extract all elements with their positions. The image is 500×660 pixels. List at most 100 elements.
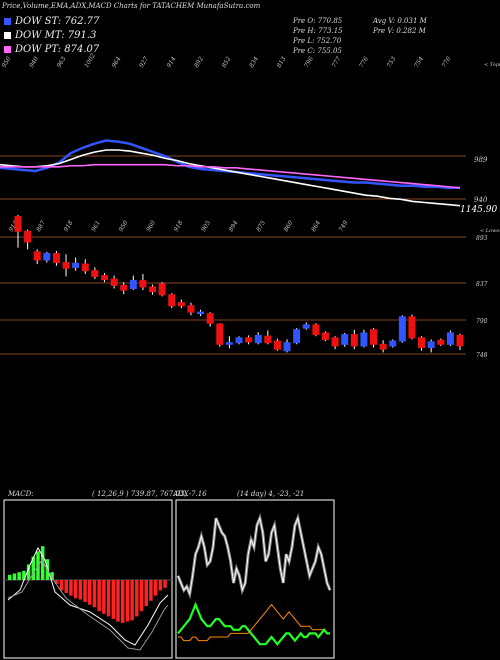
ema-corner-label: < Topic [484,62,500,68]
candle-body [418,337,426,349]
candle-top-label: 918 [63,219,75,233]
macd-bar [130,580,134,621]
macd-bar [102,580,106,614]
candle-body [370,329,378,345]
candle-top-label: 960 [145,219,157,233]
candle-body [312,324,320,336]
candle-body [408,316,416,339]
adx-frame [175,499,335,659]
macd-label: MACD: [8,490,34,498]
di-plus-line [177,601,330,646]
macd-bar [83,580,87,603]
ema-top-label: 940 [28,55,40,69]
ema-top-label: 770 [441,55,453,69]
macd-bar [88,580,92,605]
candle-body [427,341,435,349]
ema-top-label: 776 [358,55,370,69]
dow-st-label: DOW ST: 762.77 [15,16,100,27]
candle-top-label: 950 [118,219,130,233]
macd-bar [149,580,153,601]
candle-body [331,337,339,347]
macd-bar [106,580,111,617]
macd-bar [163,580,167,588]
macd-bar [144,580,148,606]
chart-title: Price,Volume,EMA,ADX,MACD Charts for TAT… [2,2,261,10]
ema-top-label: 777 [331,55,343,69]
ema-right-label: 989 [474,156,488,164]
ema-top-label: 834 [248,55,260,69]
macd-bar [26,564,31,580]
candle-body [350,334,358,347]
candle-top-label: 864 [310,219,322,233]
pre-low: Pre L: 752.70 [293,37,342,45]
macd-bar [92,580,97,608]
candle-body [446,332,454,345]
di-minus-line [178,603,330,642]
macd-bar [12,573,17,580]
candle-body [235,337,243,344]
candle-right-label: 893 [476,235,488,242]
candle-top-label: 905 [200,219,212,233]
candle-body [206,313,214,324]
macd-bar [135,580,139,617]
candle-top-labels: 918 887 918 961 950 960 918 905 894 875 860 864 749 <… [8,219,500,234]
macd-bar [153,580,158,596]
macd-panel [3,499,173,659]
candle-body [110,278,118,286]
pre-open: Pre O: 770.85 [293,17,343,25]
candle-body [43,252,51,261]
ema-top-label: 1002 [83,52,97,69]
macd-bar [17,572,21,580]
candle-top-label: 918 [173,219,185,233]
macd-bar [73,580,78,599]
dow-mt-legend: DOW MT: 791.3 [4,30,96,41]
candle-corner-label: < Lowes [480,228,500,234]
ema-top-label: 914 [166,55,178,69]
candle-body [437,339,445,345]
candle-body [389,340,397,347]
pre-close: Pre C: 755.05 [293,47,342,55]
candle-body [14,216,22,232]
dow-pt-swatch [4,46,11,53]
macd-bar [22,570,26,580]
ema-series-2 [0,163,461,189]
ema-series-1 [0,149,461,207]
candle-body [225,342,233,345]
candle-body [456,334,464,347]
candle-top-label: 961 [90,220,102,233]
candle-body [62,261,70,269]
candle-top-label: 875 [255,219,267,233]
ema-price-tag: 1145.90 [460,205,497,215]
candle-top-label: 918 [8,219,20,233]
candle-body [33,251,41,261]
candle-body [91,270,99,277]
macd-bar [64,580,68,593]
dow-pt-legend: DOW PT: 874.07 [4,44,99,55]
candle-body [120,284,128,291]
macd-bar [78,580,83,600]
candle-top-label: 749 [338,219,350,233]
macd-bar [139,580,144,612]
ema-lines [0,139,461,207]
candle-body [264,335,272,344]
macd-bar [116,580,120,622]
candle-body [24,230,32,243]
candle-body [216,323,224,345]
candle-body [379,343,387,350]
dow-pt-label: DOW PT: 874.07 [15,44,100,55]
candle-body [293,329,301,344]
adx-label: ADX [173,490,189,498]
candle-grid: 893 837 790 748 [0,235,488,359]
macd-bar [125,580,130,622]
candle-body [139,280,147,288]
ema-top-label: 892 [193,55,205,69]
macd-bar [40,546,45,580]
candle-body [177,302,185,307]
candle-body [283,342,291,352]
candle-body [321,332,329,340]
candle-body [197,311,205,315]
ema-top-label: 963 [56,55,68,69]
macd-signal-line [7,559,169,651]
